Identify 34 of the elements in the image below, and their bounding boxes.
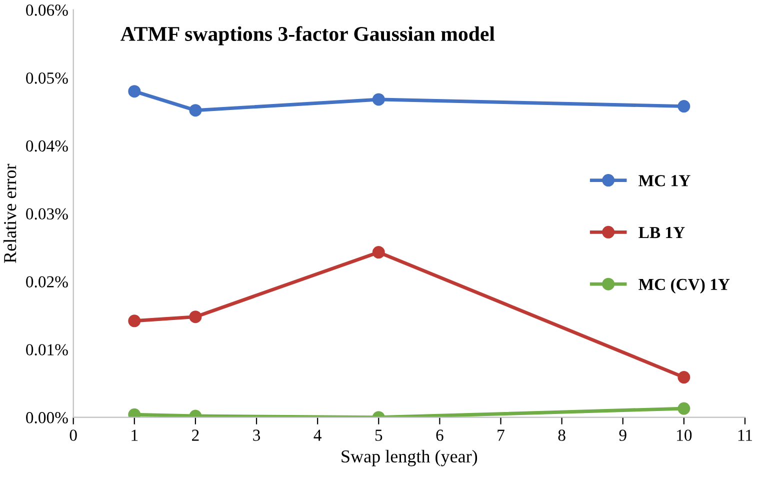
x-tick-label: 4 (314, 430, 322, 441)
x-tick-label: 11 (738, 430, 752, 441)
x-tick-label: 8 (558, 430, 566, 441)
legend-label: LB 1Y (638, 227, 685, 238)
y-tick-label: 0.01% (26, 344, 68, 356)
y-tick-label: 0.02% (26, 276, 68, 288)
x-tick-label: 3 (253, 430, 260, 441)
y-tick-label: 0.03% (26, 208, 68, 220)
x-tick-label: 10 (677, 430, 692, 441)
legend-label: MC 1Y (638, 175, 690, 186)
legend-label: MC (CV) 1Y (638, 278, 730, 294)
x-tick-label: 9 (619, 430, 626, 441)
y-tick-label: 0.06% (26, 4, 68, 16)
x-tick-label: 6 (436, 430, 444, 441)
x-tick-label: 7 (498, 430, 504, 441)
x-tick-label: 5 (375, 430, 382, 441)
text: ATMF swaptions 3-factor Gaussian model (120, 26, 495, 46)
point (678, 402, 690, 415)
y-axis-title: Relative error (4, 164, 16, 263)
x-axis-title: Swap length (year) (342, 450, 478, 466)
y-tick-label: 0.04% (26, 140, 68, 152)
y-tick-label: 0.00% (26, 412, 68, 424)
x-tick-label: 1 (132, 430, 138, 441)
point (678, 100, 690, 113)
x-tick-label: 0 (70, 430, 77, 441)
point (128, 85, 141, 98)
point (128, 314, 141, 328)
point (189, 310, 202, 324)
point (372, 246, 385, 259)
point (678, 371, 690, 384)
x-tick-label: 2 (192, 430, 199, 441)
y-tick-label: 0.05% (26, 72, 68, 84)
point (372, 93, 385, 106)
point (189, 104, 202, 117)
